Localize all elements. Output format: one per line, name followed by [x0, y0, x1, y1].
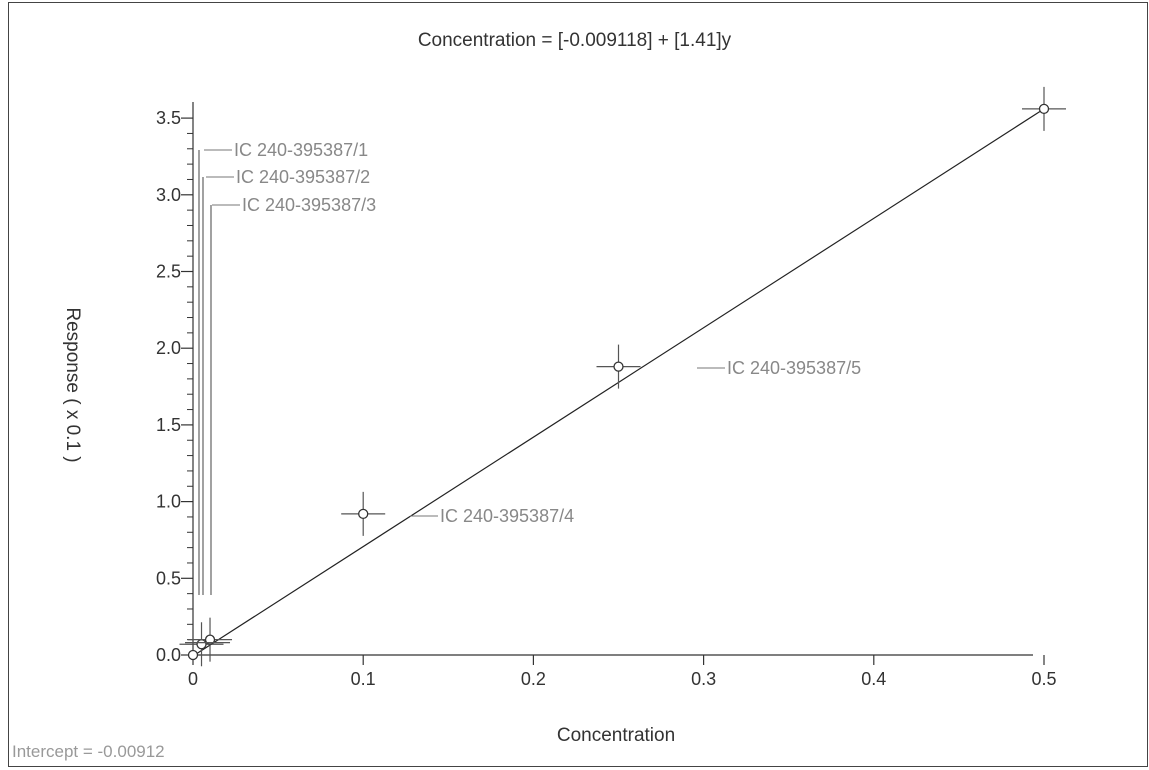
y-tick-label: 2.0: [156, 338, 181, 358]
x-axis-label: Concentration: [556, 725, 676, 746]
x-tick-label: 0: [188, 669, 198, 689]
x-tick-label: 0.5: [1031, 669, 1056, 689]
y-tick-label: 3.0: [156, 185, 181, 205]
annotation-label: IC 240-395387/4: [440, 506, 574, 526]
x-tick-label: 0.3: [691, 669, 716, 689]
annotation-label: IC 240-395387/3: [242, 195, 376, 215]
y-tick-label: 0.5: [156, 568, 181, 588]
chart-title: Concentration = [-0.009118] + [1.41]y: [417, 30, 732, 51]
x-tick-label: 0.1: [351, 669, 376, 689]
data-point: [196, 639, 207, 650]
annotation-label: IC 240-395387/2: [236, 167, 370, 187]
data-point: [1038, 103, 1050, 115]
intercept-text: Intercept = -0.00912: [12, 742, 165, 761]
y-tick-label: 0.0: [156, 645, 181, 665]
y-tick-label: 3.5: [156, 108, 181, 128]
y-tick-label: 1.0: [156, 492, 181, 512]
data-point: [358, 508, 369, 520]
y-tick-label: 2.5: [156, 262, 181, 282]
data-point: [187, 649, 199, 661]
annotation-label: IC 240-395387/5: [727, 358, 861, 378]
annotation-label: IC 240-395387/1: [234, 140, 368, 160]
x-tick-label: 0.2: [521, 669, 546, 689]
y-tick-label: 1.5: [156, 415, 181, 435]
x-tick-label: 0.4: [861, 669, 886, 689]
data-point: [204, 634, 216, 645]
data-point: [613, 361, 624, 372]
